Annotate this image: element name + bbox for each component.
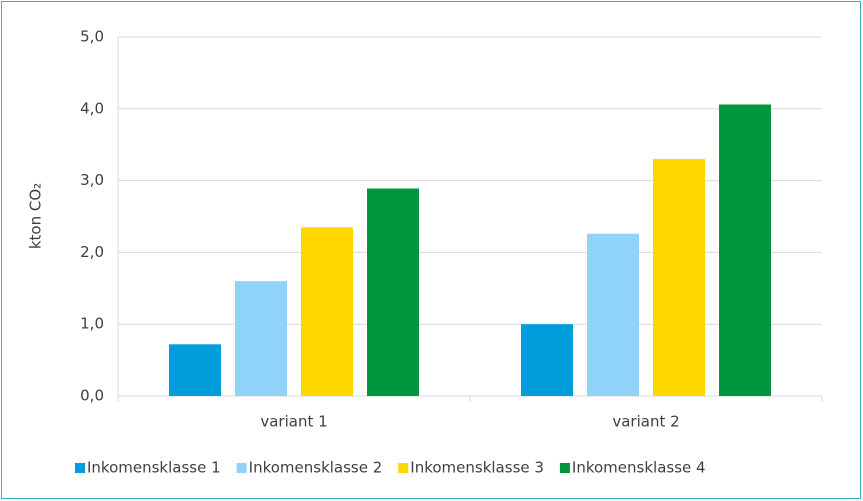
legend-swatch <box>559 463 570 473</box>
bar <box>235 281 287 396</box>
legend-label: Inkomensklasse 4 <box>572 459 706 477</box>
x-tick-label: variant 2 <box>612 413 679 431</box>
bar <box>653 159 705 396</box>
y-tick-label: 4,0 <box>80 99 104 117</box>
legend-label: Inkomensklasse 3 <box>410 459 544 477</box>
legend-swatch <box>398 463 409 473</box>
y-tick-label: 0,0 <box>80 387 104 405</box>
y-tick-label: 2,0 <box>80 243 104 261</box>
y-tick-label: 1,0 <box>80 315 104 333</box>
legend-label: Inkomensklasse 2 <box>249 459 383 477</box>
y-tick-label: 3,0 <box>80 171 104 189</box>
y-axis-label: kton CO₂ <box>27 183 45 249</box>
bar <box>719 104 771 396</box>
legend-label: Inkomensklasse 1 <box>87 459 221 477</box>
y-tick-label: 5,0 <box>80 28 104 46</box>
bar <box>521 324 573 396</box>
x-tick-label: variant 1 <box>260 413 327 431</box>
legend-swatch <box>236 463 247 473</box>
bar <box>367 188 419 396</box>
bar <box>169 344 221 396</box>
bar <box>301 227 353 396</box>
bar <box>587 233 639 396</box>
legend-swatch <box>75 463 85 473</box>
